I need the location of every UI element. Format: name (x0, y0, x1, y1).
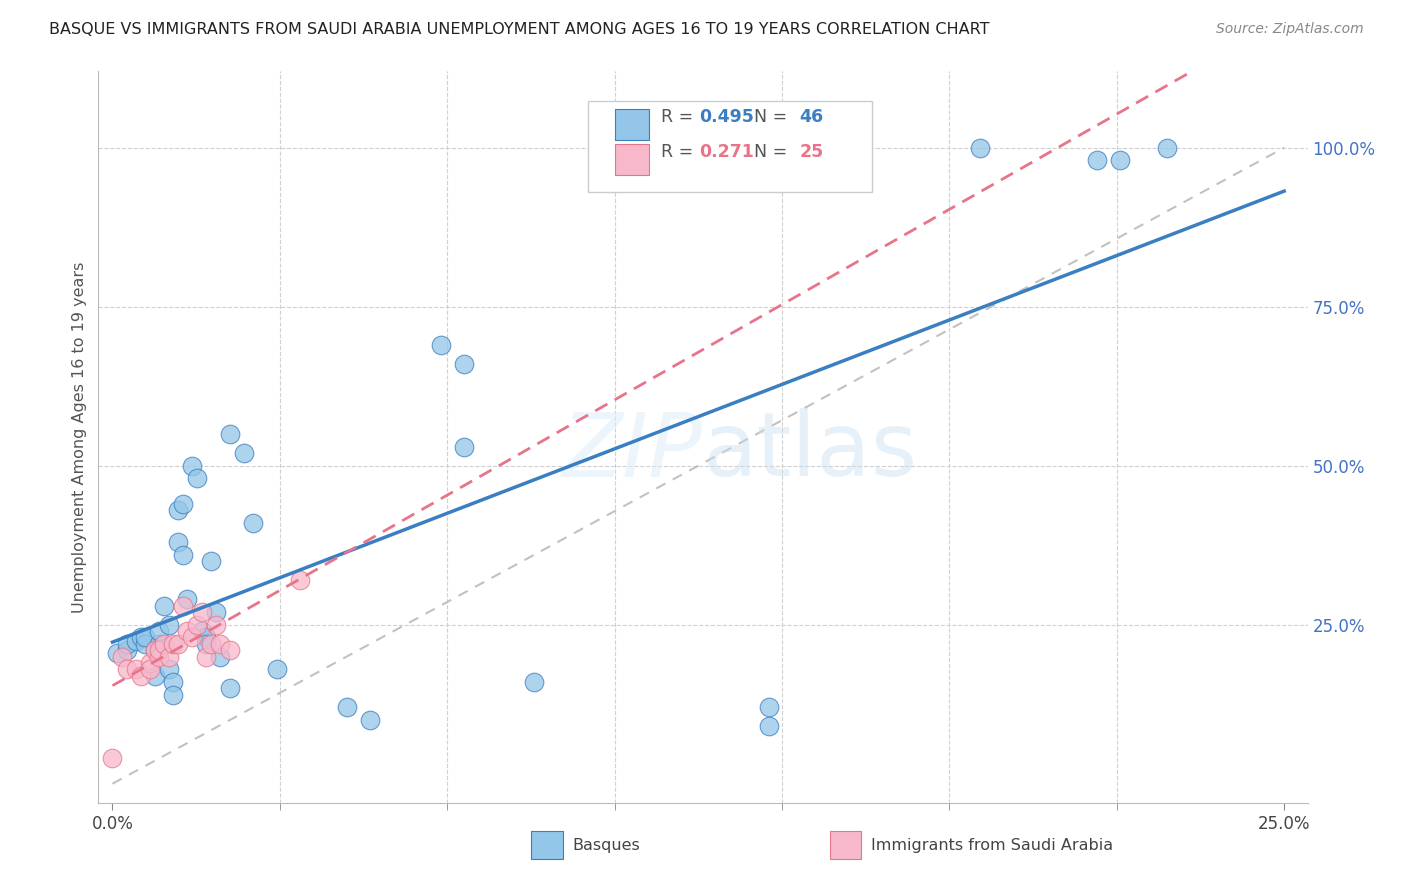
Point (115, 643, 138, 657)
FancyBboxPatch shape (588, 101, 872, 192)
Point (359, 713, 381, 727)
Point (204, 605, 226, 619)
Point (125, 633, 148, 648)
Point (172, 497, 194, 511)
Point (1109, 153, 1132, 168)
Point (162, 688, 184, 702)
Point (167, 503, 190, 517)
Text: R =: R = (661, 144, 699, 161)
Point (115, 637, 138, 651)
Point (148, 637, 170, 651)
Point (218, 426, 240, 441)
Point (157, 662, 180, 676)
FancyBboxPatch shape (614, 109, 648, 140)
Point (148, 624, 170, 638)
Point (195, 637, 218, 651)
Point (453, 440, 475, 454)
Point (200, 637, 222, 651)
Point (1085, 153, 1108, 168)
Text: atlas: atlas (703, 409, 918, 495)
Point (105, 646, 128, 660)
Point (218, 643, 240, 657)
Point (153, 637, 176, 651)
Point (172, 599, 194, 613)
Point (162, 675, 184, 690)
Point (758, 700, 780, 714)
Point (129, 668, 152, 682)
Point (200, 554, 222, 568)
Point (453, 357, 475, 371)
Point (139, 662, 162, 676)
Text: 0.271: 0.271 (699, 144, 754, 161)
Point (204, 617, 226, 632)
Point (111, 649, 134, 664)
Text: BASQUE VS IMMIGRANTS FROM SAUDI ARABIA UNEMPLOYMENT AMONG AGES 16 TO 19 YEARS CO: BASQUE VS IMMIGRANTS FROM SAUDI ARABIA U… (49, 22, 990, 37)
Point (134, 637, 156, 651)
Text: N =: N = (742, 144, 793, 161)
Point (429, 338, 451, 352)
Point (218, 681, 240, 696)
Text: N =: N = (742, 108, 793, 126)
Text: Basques: Basques (572, 838, 640, 853)
Point (148, 643, 170, 657)
Y-axis label: Unemployment Among Ages 16 to 19 years: Unemployment Among Ages 16 to 19 years (72, 261, 87, 613)
Point (1156, 141, 1178, 155)
Text: 0.495: 0.495 (699, 108, 754, 126)
Point (209, 637, 232, 651)
Point (143, 643, 166, 657)
Point (232, 446, 254, 460)
Text: R =: R = (661, 108, 699, 126)
Point (190, 624, 212, 638)
Point (186, 617, 208, 632)
Point (181, 631, 204, 645)
Point (115, 662, 138, 676)
Point (129, 631, 152, 645)
Point (148, 649, 170, 664)
Text: 46: 46 (800, 108, 824, 126)
Point (167, 535, 190, 549)
FancyBboxPatch shape (614, 145, 648, 175)
Point (134, 631, 156, 645)
Point (153, 599, 176, 613)
Point (190, 605, 212, 619)
Text: ZIP: ZIP (562, 409, 703, 495)
Text: Source: ZipAtlas.com: Source: ZipAtlas.com (1216, 22, 1364, 37)
Point (167, 637, 190, 651)
Point (157, 649, 180, 664)
Point (242, 516, 264, 530)
Point (181, 458, 204, 473)
Point (186, 471, 208, 485)
Point (523, 675, 546, 690)
Point (195, 631, 218, 645)
FancyBboxPatch shape (531, 831, 562, 859)
Point (162, 637, 184, 651)
Point (143, 643, 166, 657)
Text: Immigrants from Saudi Arabia: Immigrants from Saudi Arabia (872, 838, 1114, 853)
Point (139, 656, 162, 670)
Point (288, 573, 311, 587)
Text: 25: 25 (800, 144, 824, 161)
Point (157, 617, 180, 632)
Point (209, 649, 232, 664)
Point (143, 668, 166, 682)
Point (176, 592, 198, 607)
Point (176, 624, 198, 638)
Point (195, 649, 218, 664)
Point (101, 751, 124, 765)
Point (969, 141, 991, 155)
Point (336, 700, 359, 714)
Point (172, 548, 194, 562)
Point (266, 662, 288, 676)
Point (758, 719, 780, 733)
Point (125, 662, 148, 676)
FancyBboxPatch shape (830, 831, 862, 859)
